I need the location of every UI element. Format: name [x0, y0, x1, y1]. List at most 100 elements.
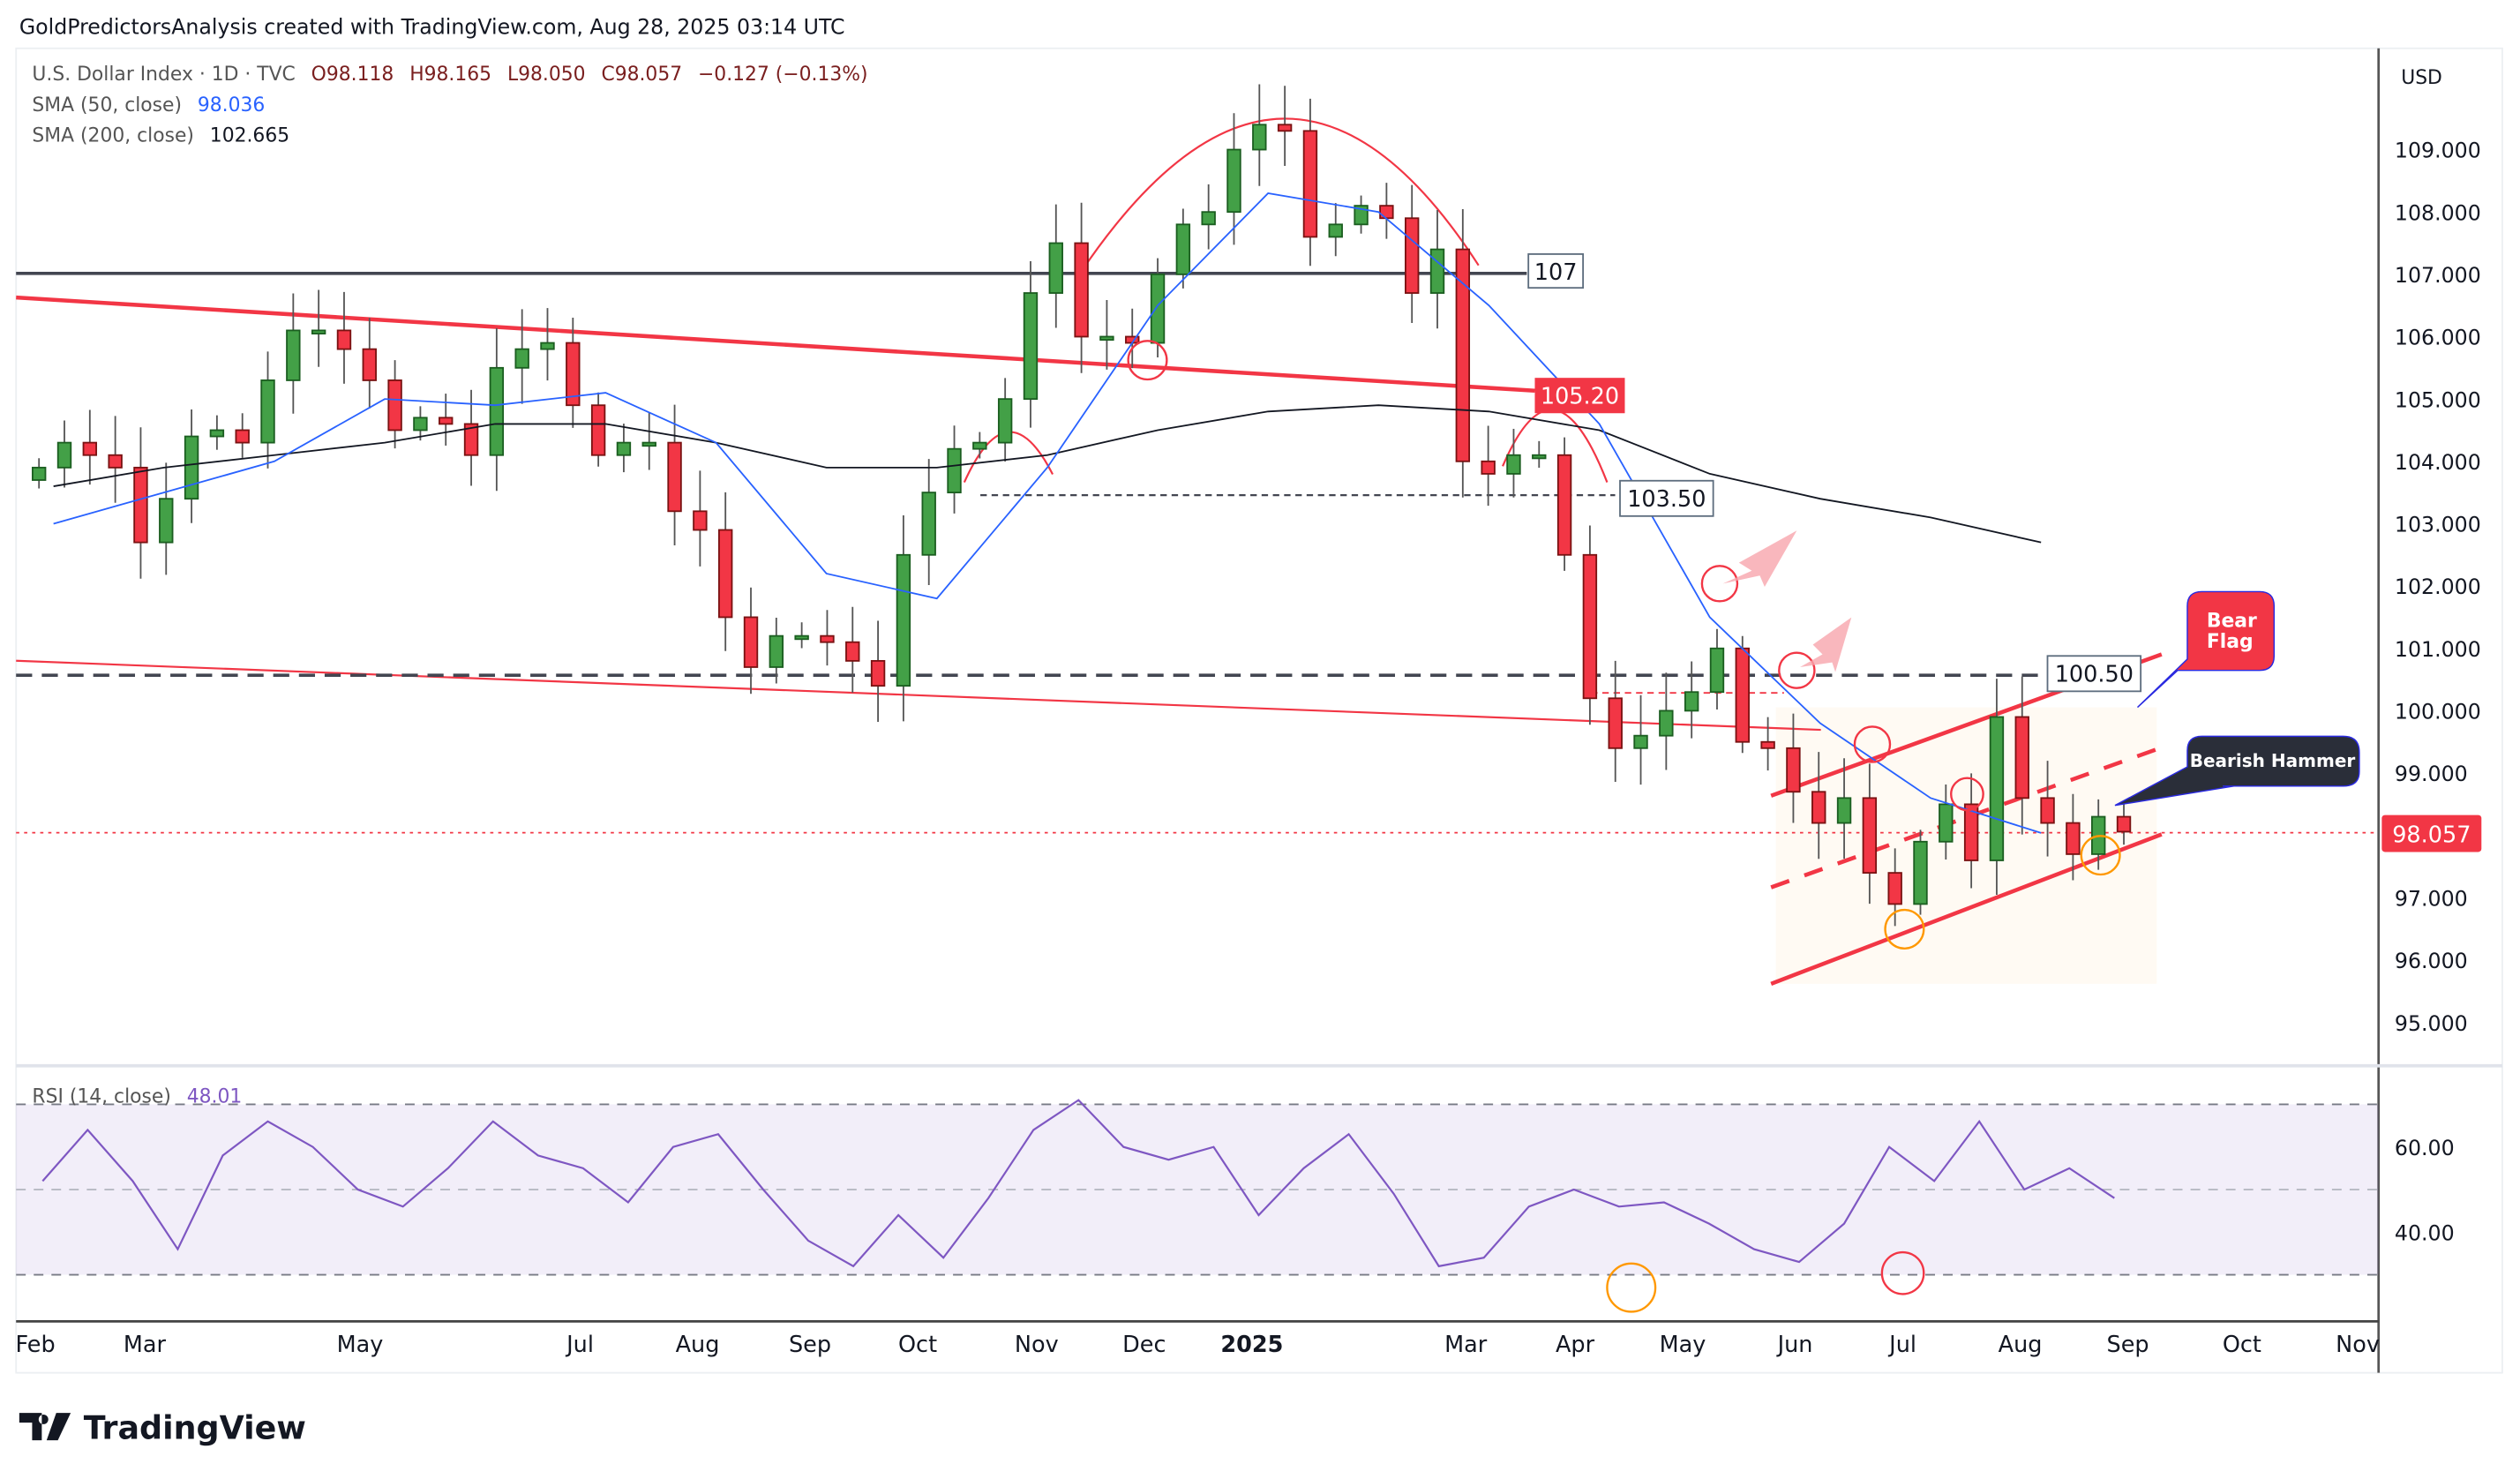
circle-marker[interactable] [1700, 565, 1739, 603]
ohlc-high: H98.165 [409, 64, 491, 86]
candle [1023, 260, 1039, 428]
currency-label[interactable]: USD [2401, 67, 2442, 89]
circle-marker[interactable] [1127, 340, 1168, 381]
x-tick-label: Mar [124, 1332, 167, 1358]
circle-marker-orange[interactable] [2080, 835, 2121, 876]
candle-body [997, 398, 1013, 444]
candle [870, 620, 886, 723]
candle [1048, 204, 1063, 328]
sma50-legend[interactable]: SMA (50, close) 98.036 [32, 94, 265, 116]
channel-bottom[interactable] [1770, 832, 2163, 986]
candle [1506, 428, 1521, 498]
rounded-top-arc[interactable] [1079, 117, 1480, 274]
bear-flag-callout[interactable]: Bear Flag [2136, 590, 2276, 709]
candle [1455, 209, 1471, 498]
candle [260, 351, 275, 469]
trendline-lower[interactable] [16, 659, 1821, 732]
candle-body [1150, 273, 1166, 344]
circle-marker[interactable] [1778, 651, 1816, 689]
candle [947, 425, 962, 514]
candle-body [1887, 872, 1902, 905]
candle-body [82, 441, 98, 456]
candle-body [1709, 647, 1725, 694]
tradingview-wordmark: TradingView [84, 1408, 306, 1446]
candle-body [1074, 242, 1089, 338]
arrow-icon[interactable] [1800, 617, 1852, 672]
candle [311, 289, 326, 367]
candle [667, 404, 682, 546]
candle-body [439, 417, 454, 425]
candle [336, 291, 352, 384]
candle-body [209, 429, 225, 438]
candle [1811, 752, 1826, 860]
candle-body [667, 441, 682, 513]
ohlc-open: O98.118 [311, 64, 394, 86]
symbol-name: U.S. Dollar Index · 1D · TVC [32, 64, 295, 86]
candle [1608, 660, 1623, 782]
circle-marker[interactable] [1853, 725, 1892, 763]
tradingview-logo[interactable]: TradingView [19, 1408, 306, 1446]
x-tick-label: Nov [1015, 1332, 1059, 1358]
sma200-label: SMA (200, close) [32, 124, 194, 146]
sma200-legend[interactable]: SMA (200, close) 102.665 [32, 124, 289, 146]
candle [743, 587, 759, 694]
candle [1760, 717, 1775, 771]
label-100-50[interactable]: 100.50 [2046, 655, 2142, 693]
candle [1099, 299, 1114, 370]
rsi-circle-marker[interactable] [1880, 1250, 1925, 1295]
y-tick-label: 109.000 [2395, 139, 2481, 163]
y-tick-label: 105.000 [2395, 387, 2481, 412]
symbol-legend[interactable]: U.S. Dollar Index · 1D · TVC O98.118 H98… [32, 64, 867, 86]
candle [133, 427, 148, 579]
candle-body [896, 553, 911, 687]
candle-body [1608, 697, 1623, 749]
candle [1963, 773, 1979, 889]
label-107[interactable]: 107 [1527, 253, 1585, 289]
rsi-circle-marker[interactable] [1606, 1262, 1657, 1313]
x-tick-label: Oct [2223, 1332, 2261, 1358]
circle-marker-orange[interactable] [1884, 908, 1925, 950]
candle-body [311, 329, 326, 334]
label-103-50[interactable]: 103.50 [1619, 479, 1714, 517]
candle [108, 416, 123, 503]
time-axis[interactable]: Feb Mar May Jul Aug Sep Oct Nov Dec 2025 Mar Apr May… [15, 1332, 2379, 1358]
candle [1481, 425, 1496, 507]
last-price-text: 98.057 [2392, 822, 2471, 849]
candle [1709, 628, 1725, 709]
candle [540, 308, 555, 381]
price-axis[interactable]: 109.000 108.000 107.000 106.000 105.000 104.0… [2395, 139, 2481, 1036]
candle-body [769, 634, 784, 668]
label-105-20[interactable]: 105.20 [1534, 378, 1625, 414]
y-tick-label: 108.000 [2395, 200, 2481, 225]
rsi-axis[interactable]: 60.00 40.00 [2395, 1136, 2455, 1246]
candle [1684, 661, 1699, 739]
sma200-line[interactable] [53, 404, 2042, 544]
candle [1633, 694, 1648, 785]
candle-body [1354, 205, 1369, 226]
rsi-line[interactable] [41, 1099, 2115, 1268]
trendline-upper[interactable] [16, 295, 1535, 394]
candle [1786, 713, 1801, 823]
candle [82, 409, 98, 485]
candle [1252, 84, 1267, 186]
rsi-legend[interactable]: RSI (14, close) 48.01 [32, 1086, 242, 1108]
bearish-hammer-callout[interactable]: Bearish Hammer [1901, 735, 2360, 807]
candle-body [133, 466, 148, 544]
last-price-badge[interactable]: 98.057 [2381, 815, 2482, 852]
candle [1226, 113, 1241, 245]
x-tick-label: Mar [1444, 1332, 1488, 1358]
candle [286, 293, 301, 414]
circle-marker[interactable] [1950, 777, 1984, 812]
ohlc-close: C98.057 [601, 64, 682, 86]
candle-body [1506, 454, 1521, 475]
arrow-icon[interactable] [1722, 530, 1797, 587]
candle-body [794, 634, 809, 641]
sma50-line[interactable] [53, 192, 2042, 834]
label-107-text: 107 [1534, 259, 1578, 286]
x-tick-label: May [337, 1332, 384, 1358]
candle [1989, 679, 2005, 896]
label-105-20-text: 105.20 [1541, 383, 1619, 409]
candle [413, 406, 428, 441]
candle-body [1201, 211, 1216, 226]
